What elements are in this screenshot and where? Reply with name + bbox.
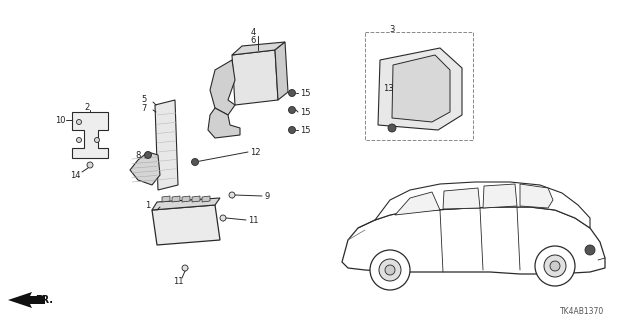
- Text: TK4AB1370: TK4AB1370: [560, 308, 604, 316]
- Polygon shape: [342, 207, 605, 274]
- Circle shape: [145, 151, 152, 158]
- Circle shape: [229, 192, 235, 198]
- Polygon shape: [520, 184, 553, 208]
- Polygon shape: [130, 152, 160, 185]
- Text: 11: 11: [248, 215, 259, 225]
- Text: 4: 4: [250, 28, 255, 36]
- Polygon shape: [232, 42, 285, 55]
- Circle shape: [544, 255, 566, 277]
- Polygon shape: [395, 192, 440, 215]
- Bar: [365, 32, 473, 140]
- Polygon shape: [8, 292, 45, 308]
- Polygon shape: [182, 196, 190, 202]
- Text: 15: 15: [300, 125, 310, 134]
- Polygon shape: [202, 196, 210, 202]
- Polygon shape: [162, 196, 170, 202]
- Text: 5: 5: [141, 94, 147, 103]
- Circle shape: [550, 261, 560, 271]
- Polygon shape: [155, 100, 178, 190]
- Polygon shape: [483, 184, 517, 208]
- Text: 1: 1: [145, 201, 150, 210]
- Polygon shape: [443, 188, 480, 209]
- Circle shape: [95, 138, 99, 142]
- Polygon shape: [152, 205, 220, 245]
- Circle shape: [379, 259, 401, 281]
- Polygon shape: [232, 50, 278, 105]
- Polygon shape: [275, 42, 288, 100]
- Text: 8: 8: [135, 150, 141, 159]
- Circle shape: [370, 250, 410, 290]
- Circle shape: [182, 265, 188, 271]
- Text: 15: 15: [300, 89, 310, 98]
- Circle shape: [220, 215, 226, 221]
- Circle shape: [87, 162, 93, 168]
- Circle shape: [535, 246, 575, 286]
- Circle shape: [77, 138, 81, 142]
- Text: 7: 7: [141, 103, 147, 113]
- Polygon shape: [375, 182, 590, 228]
- Text: 13: 13: [383, 84, 394, 92]
- Circle shape: [388, 124, 396, 132]
- Text: 14: 14: [70, 171, 80, 180]
- Circle shape: [289, 126, 296, 133]
- Text: 3: 3: [389, 25, 395, 34]
- Text: 9: 9: [264, 191, 269, 201]
- Circle shape: [385, 265, 395, 275]
- Polygon shape: [210, 60, 235, 115]
- Polygon shape: [172, 196, 180, 202]
- Text: 6: 6: [250, 36, 256, 44]
- Circle shape: [77, 119, 81, 124]
- Text: 10: 10: [55, 116, 65, 124]
- Text: 12: 12: [250, 148, 260, 156]
- Circle shape: [289, 107, 296, 114]
- Circle shape: [585, 245, 595, 255]
- Polygon shape: [72, 112, 108, 158]
- Polygon shape: [192, 196, 200, 202]
- Text: 2: 2: [84, 102, 90, 111]
- Text: FR.: FR.: [35, 295, 53, 305]
- Polygon shape: [152, 198, 220, 210]
- Polygon shape: [378, 48, 462, 130]
- Polygon shape: [208, 108, 240, 138]
- Polygon shape: [392, 55, 450, 122]
- Text: 11: 11: [173, 277, 183, 286]
- Circle shape: [289, 90, 296, 97]
- Circle shape: [191, 158, 198, 165]
- Text: 15: 15: [300, 108, 310, 116]
